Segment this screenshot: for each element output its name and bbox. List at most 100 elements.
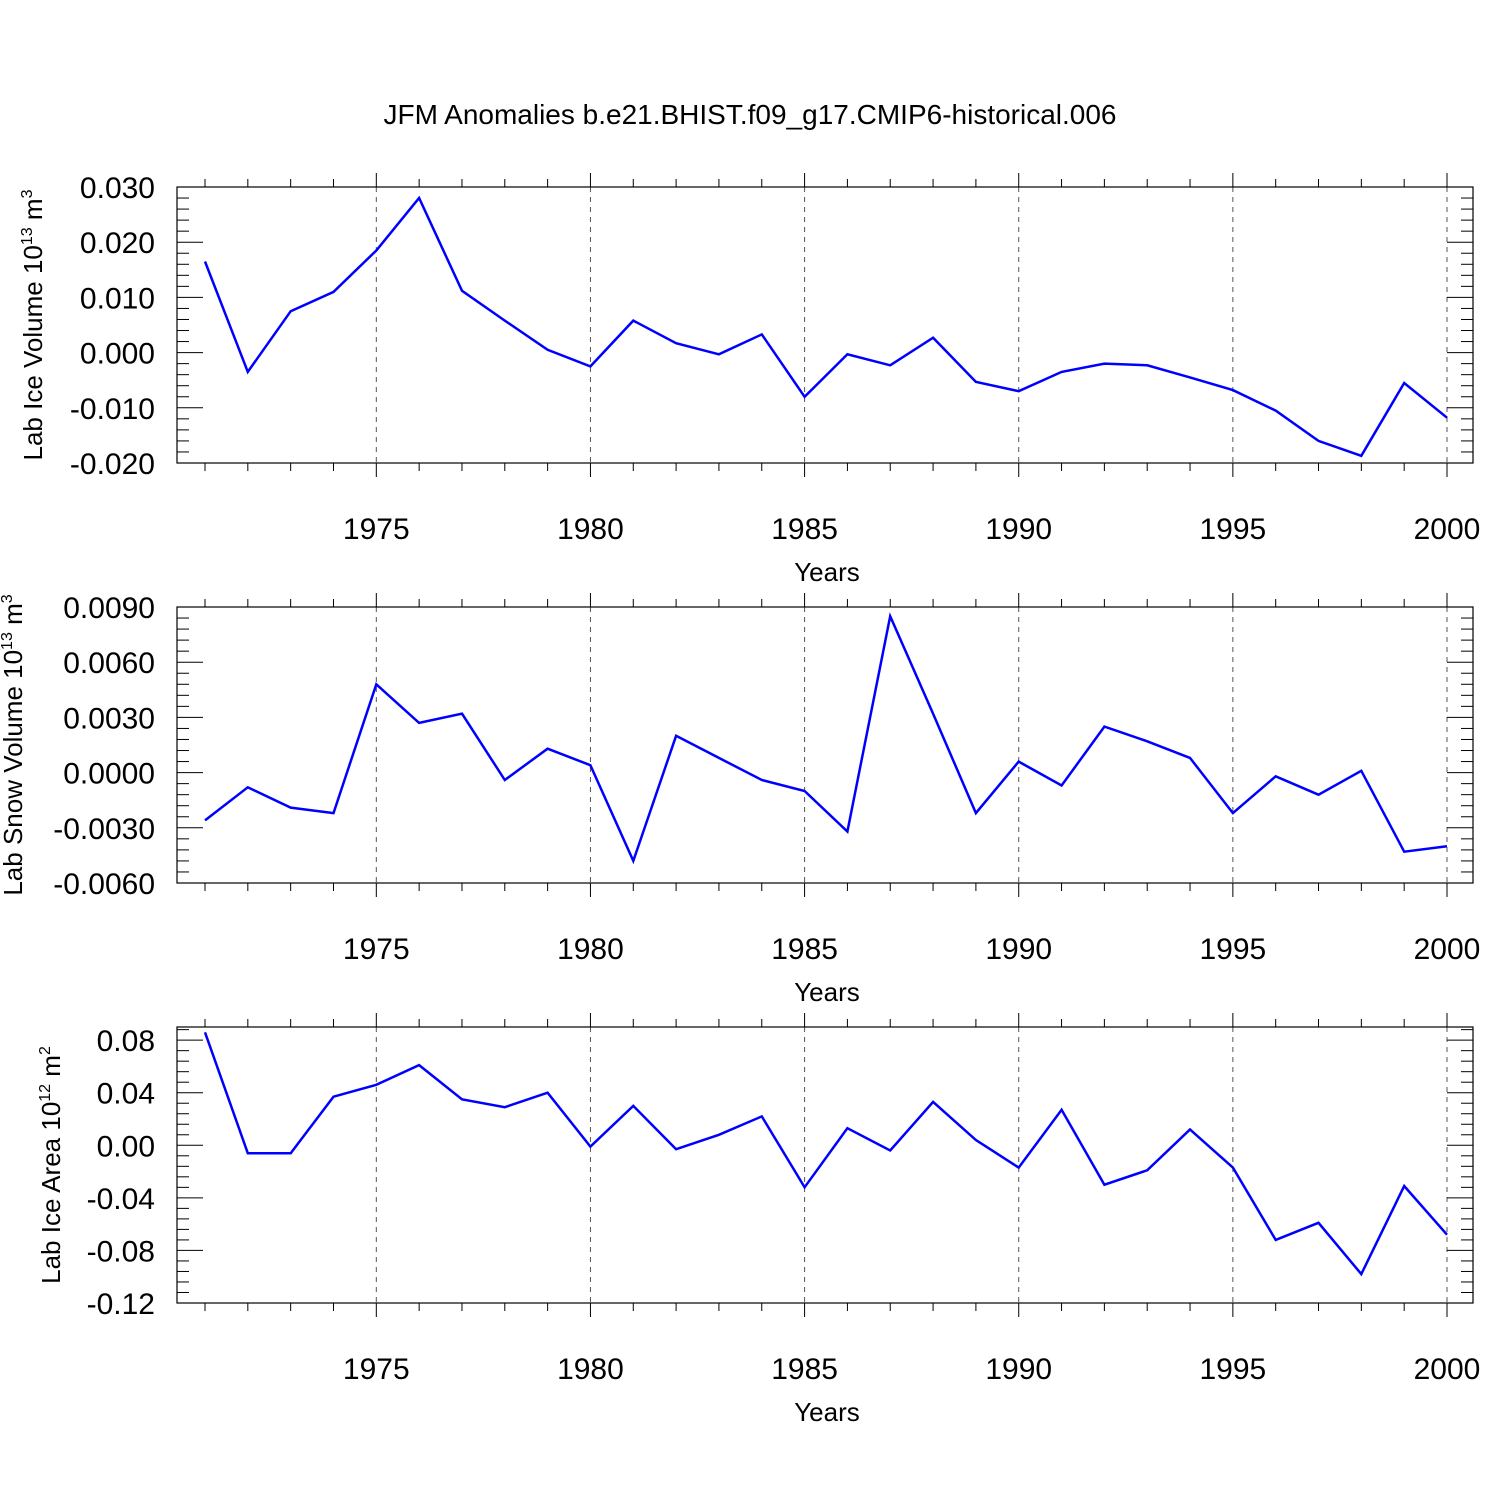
data-point [1188, 1128, 1192, 1132]
x-tick-label: 2000 [1414, 513, 1481, 546]
y-tick-label: 0.030 [80, 172, 155, 205]
x-tick-label: 2000 [1414, 933, 1481, 966]
y-label-part: m [18, 198, 48, 227]
data-point [931, 712, 935, 716]
data-point [1017, 1166, 1021, 1170]
y-tick-label: -0.08 [87, 1235, 155, 1268]
data-point [1274, 774, 1278, 778]
chart-panels: -0.020 -0.010 0.000 0.010 0.020 0.030 1975 1980… [0, 172, 1480, 1427]
data-point [1402, 850, 1406, 854]
y-label-superscript: 3 [0, 594, 16, 603]
data-point [246, 1151, 250, 1155]
data-point [1188, 756, 1192, 760]
data-point [931, 336, 935, 340]
x-axis-label: Years [794, 1397, 860, 1427]
data-point [1445, 416, 1449, 420]
data-point [503, 319, 507, 323]
data-point [460, 1097, 464, 1101]
x-tick-label: 1990 [985, 513, 1052, 546]
y-tick-label: 0.04 [97, 1078, 155, 1111]
x-tick-label: 1975 [343, 513, 410, 546]
x-tick-label: 1980 [557, 1353, 624, 1386]
y-label-part: m [36, 1055, 66, 1084]
data-point [888, 614, 892, 618]
x-tick-label: 1980 [557, 933, 624, 966]
data-point [1017, 389, 1021, 393]
data-point [374, 1083, 378, 1087]
y-tick-label: 0.00 [97, 1130, 155, 1163]
data-point [1145, 363, 1149, 367]
series-line [204, 612, 1448, 865]
x-tick-label: 1985 [771, 933, 838, 966]
data-point [1359, 1272, 1363, 1276]
y-tick-label: 0.0000 [63, 758, 155, 791]
x-tick-label: 1995 [1199, 1353, 1266, 1386]
data-point [1402, 1184, 1406, 1188]
data-point [289, 806, 293, 810]
x-tick-label: 1975 [343, 933, 410, 966]
data-point [203, 260, 207, 264]
data-point [717, 1133, 721, 1137]
data-point [888, 1149, 892, 1153]
data-point [1445, 1233, 1449, 1237]
data-point [503, 1105, 507, 1109]
data-point [1231, 1166, 1235, 1170]
data-point [1102, 362, 1106, 366]
x-axis-label: Years [794, 557, 860, 587]
data-point [289, 309, 293, 313]
data-point [803, 1185, 807, 1189]
data-point [803, 789, 807, 793]
data-point [1359, 454, 1363, 458]
figure-title: JFM Anomalies b.e21.BHIST.f09_g17.CMIP6-… [383, 99, 1116, 130]
data-point [974, 380, 978, 384]
data-point [1060, 1108, 1064, 1112]
data-point [374, 248, 378, 252]
data-point [1145, 739, 1149, 743]
data-point [845, 1126, 849, 1130]
y-label-part: Lab Snow Volume 10 [0, 650, 28, 896]
y-tick-label: 0.08 [97, 1025, 155, 1058]
y-label-superscript: 2 [37, 1046, 54, 1055]
data-point [845, 352, 849, 356]
y-label-superscript: 12 [37, 1084, 54, 1102]
data-point [1188, 375, 1192, 379]
data-point [503, 778, 507, 782]
data-point [331, 290, 335, 294]
x-tick-label: 1990 [985, 1353, 1052, 1386]
data-point [417, 196, 421, 200]
y-tick-label: -0.12 [87, 1288, 155, 1321]
data-point [546, 747, 550, 751]
plot-frame [176, 1026, 1474, 1304]
data-point [1231, 388, 1235, 392]
data-point [1145, 1168, 1149, 1172]
data-point [546, 1091, 550, 1095]
y-axis-label: Lab Ice Area 1012 m2 [36, 1046, 66, 1284]
series-line [203, 1031, 1448, 1277]
y-tick-label: 0.0030 [63, 702, 155, 735]
y-label-superscript: 13 [19, 227, 36, 245]
data-point [1060, 783, 1064, 787]
x-tick-label: 1985 [771, 513, 838, 546]
data-point [246, 370, 250, 374]
y-tick-label: -0.0030 [53, 813, 155, 846]
x-tick-label: 1990 [985, 933, 1052, 966]
y-label-superscript: 3 [19, 189, 36, 198]
data-point [1359, 769, 1363, 773]
data-point [1231, 811, 1235, 815]
data-point [803, 395, 807, 399]
data-point [631, 1104, 635, 1108]
x-tick-label: 2000 [1414, 1353, 1481, 1386]
data-point [760, 332, 764, 336]
x-axis-label: Years [794, 977, 860, 1007]
data-point [974, 1138, 978, 1142]
data-point [1317, 439, 1321, 443]
data-point [1317, 1221, 1321, 1225]
data-point [845, 829, 849, 833]
data-point [1017, 760, 1021, 764]
data-point [631, 859, 635, 863]
data-point [203, 1030, 207, 1034]
x-tick-label: 1975 [343, 1353, 410, 1386]
data-point [674, 341, 678, 345]
data-point [1060, 370, 1064, 374]
y-label-part: Lab Ice Volume 10 [18, 245, 48, 460]
